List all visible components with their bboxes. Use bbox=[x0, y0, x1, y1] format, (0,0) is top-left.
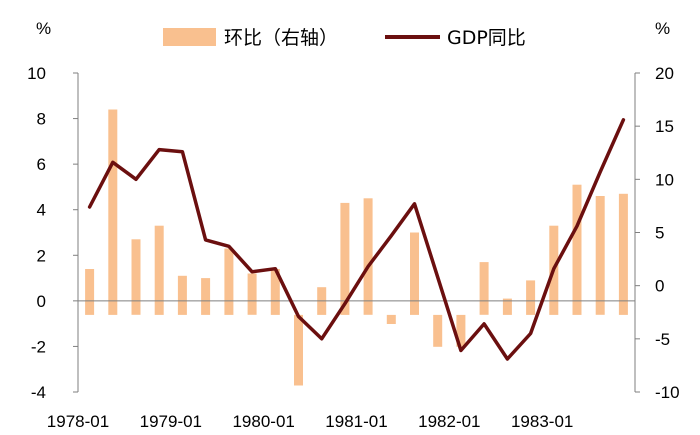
left-tick-label: 6 bbox=[37, 155, 46, 174]
left-tick-label: 4 bbox=[37, 201, 46, 220]
left-tick-label: 10 bbox=[27, 64, 46, 83]
bar-18 bbox=[502, 298, 512, 315]
legend-label-bar: 环比（右轴） bbox=[224, 27, 338, 49]
line-series bbox=[87, 118, 626, 361]
left-tick-label: 8 bbox=[37, 110, 46, 129]
x-tick-label: 1981-01 bbox=[325, 412, 387, 431]
legend: 环比（右轴） GDP同比 bbox=[163, 27, 526, 49]
bar-14 bbox=[410, 232, 419, 315]
bar-23 bbox=[618, 193, 628, 315]
bar-1 bbox=[108, 109, 118, 315]
bar-22 bbox=[595, 196, 605, 315]
legend-label-line: GDP同比 bbox=[447, 27, 526, 49]
left-tick-label: -4 bbox=[31, 383, 46, 402]
x-tick-label: 1980-01 bbox=[232, 412, 294, 431]
bar-19 bbox=[526, 280, 536, 315]
right-axis-ticks: 20 15 10 5 0 -5 -10 bbox=[635, 64, 680, 402]
bar-4 bbox=[177, 275, 187, 315]
bar-8 bbox=[270, 269, 280, 315]
right-tick-label: 20 bbox=[655, 64, 674, 83]
bar-12 bbox=[363, 198, 373, 315]
bar-3 bbox=[154, 225, 164, 315]
x-axis-ticks: 1978-01 1979-01 1980-01 1981-01 1982-01 1983-… bbox=[47, 412, 574, 431]
x-tick-label: 1982-01 bbox=[418, 412, 480, 431]
right-tick-label: -5 bbox=[655, 330, 670, 349]
bar-16 bbox=[456, 314, 466, 347]
left-tick-label: 2 bbox=[37, 246, 46, 265]
right-tick-label: 5 bbox=[655, 224, 664, 243]
left-axis-unit: % bbox=[36, 19, 51, 38]
bar-11 bbox=[340, 202, 350, 315]
right-tick-label: 15 bbox=[655, 117, 674, 136]
right-tick-label: 0 bbox=[655, 277, 664, 296]
right-tick-label: -10 bbox=[655, 383, 680, 402]
bar-9 bbox=[294, 314, 303, 386]
x-tick-label: 1983-01 bbox=[511, 412, 573, 431]
bar-15 bbox=[433, 314, 443, 347]
left-tick-label: -2 bbox=[31, 337, 46, 356]
bar-7 bbox=[247, 273, 257, 315]
gdp-yoy-line bbox=[87, 118, 626, 361]
bar-13 bbox=[386, 314, 396, 324]
right-axis-unit: % bbox=[655, 19, 670, 38]
bar-5 bbox=[201, 278, 211, 315]
bar-21 bbox=[572, 184, 582, 315]
x-tick-label: 1979-01 bbox=[140, 412, 202, 431]
right-tick-label: 10 bbox=[655, 170, 674, 189]
left-tick-label: 0 bbox=[37, 292, 46, 311]
bar-0 bbox=[85, 269, 95, 315]
left-axis-ticks: 10 8 6 4 2 0 -2 -4 bbox=[27, 64, 78, 402]
bar-2 bbox=[131, 239, 141, 315]
bar-6 bbox=[224, 248, 234, 315]
legend-swatch-bar bbox=[163, 28, 216, 46]
bar-17 bbox=[479, 262, 489, 315]
x-tick-label: 1978-01 bbox=[47, 412, 109, 431]
